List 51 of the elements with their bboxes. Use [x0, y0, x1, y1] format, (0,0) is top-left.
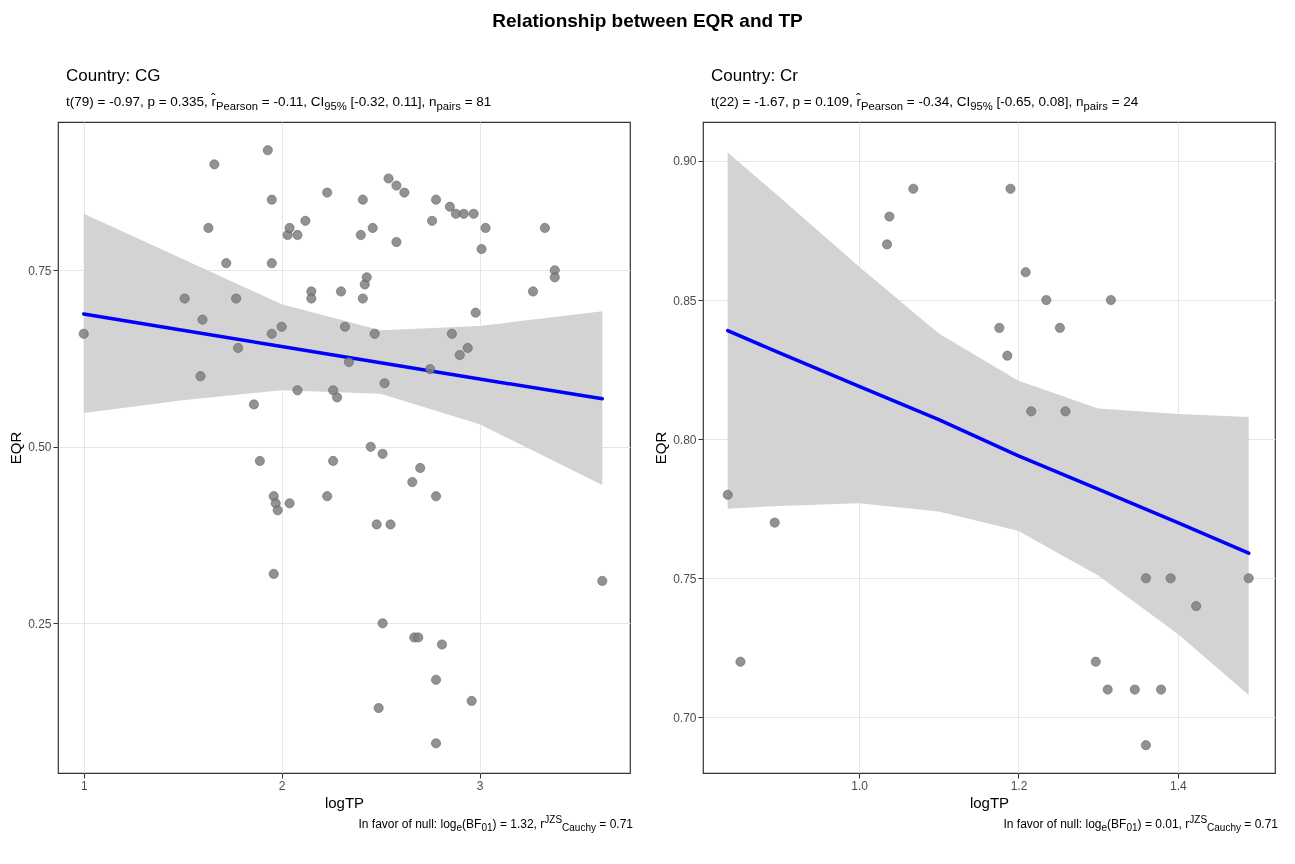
point [1090, 656, 1101, 667]
point [882, 239, 892, 249]
point [1141, 573, 1151, 583]
x-tick-label: 1.0 [851, 778, 869, 793]
point [1191, 600, 1202, 611]
point [1002, 350, 1013, 361]
x-axis-title: logTP [324, 793, 365, 811]
y-tick-label: 0.85 [673, 293, 697, 308]
y-axis-title: EQR [7, 431, 25, 464]
y-axis-title: EQR [652, 431, 670, 464]
point [1105, 294, 1116, 305]
point [769, 517, 780, 528]
y-tick-label: 0.50 [28, 439, 52, 454]
y-tick-label: 0.75 [673, 571, 697, 586]
point [1129, 684, 1140, 695]
text: Relationship between EQR and TP [491, 10, 804, 32]
point [1243, 573, 1254, 583]
line-series [725, 328, 1251, 555]
point [1054, 322, 1065, 333]
point [1102, 684, 1113, 695]
chart-title: Country: CG [66, 66, 162, 86]
chart-title: Country: Cr [711, 66, 799, 86]
point [884, 211, 895, 222]
point [1141, 739, 1151, 750]
text: In favor of null: log$_{e}$(BF$_{01}$) = 0.01, r$^{JZS}$$_{Cauchy}$ = 0.71 [1002, 813, 1278, 834]
point [1156, 684, 1166, 695]
point [1060, 406, 1071, 416]
x-tick-label: 1.4 [1169, 778, 1187, 793]
x-tick-label: 1.2 [1010, 778, 1028, 793]
line-series [81, 311, 605, 401]
y-tick-label: 0.75 [28, 263, 52, 278]
chart-subtitle: t(79) = -0.97, p = 0.335, r̂$_{Pearson}$ = -0.11, CI$_{95%}$ [-0.32, 0.11], n$_{pairs}$ = 81 [66, 94, 493, 112]
x-tick-label: 2 [278, 778, 286, 793]
text: In favor of null: log$_{e}$(BF$_{01}$) = 1.32, r$^{JZS}$$_{Cauchy}$ = 0.71 [357, 813, 633, 834]
point [1165, 573, 1176, 583]
point [1041, 294, 1052, 305]
x-tick-label: 3 [476, 778, 484, 793]
point [1020, 267, 1031, 277]
point [994, 322, 1005, 333]
x-tick-label: 1 [80, 778, 88, 793]
chart-subtitle: t(22) = -1.67, p = 0.109, r̂$_{Pearson}$ = -0.34, CI$_{95%}$ [-0.65, 0.08], n$_{pairs}$ = 24 [711, 94, 1140, 112]
x-axis-title: logTP [969, 793, 1010, 811]
point [1026, 406, 1037, 416]
y-tick-label: 0.80 [673, 432, 697, 447]
y-tick-label: 0.90 [673, 154, 697, 169]
point [722, 489, 733, 500]
point [735, 656, 746, 667]
point [908, 183, 919, 194]
y-tick-label: 0.25 [28, 616, 52, 631]
y-tick-label: 0.70 [673, 710, 697, 725]
point [1005, 183, 1016, 194]
